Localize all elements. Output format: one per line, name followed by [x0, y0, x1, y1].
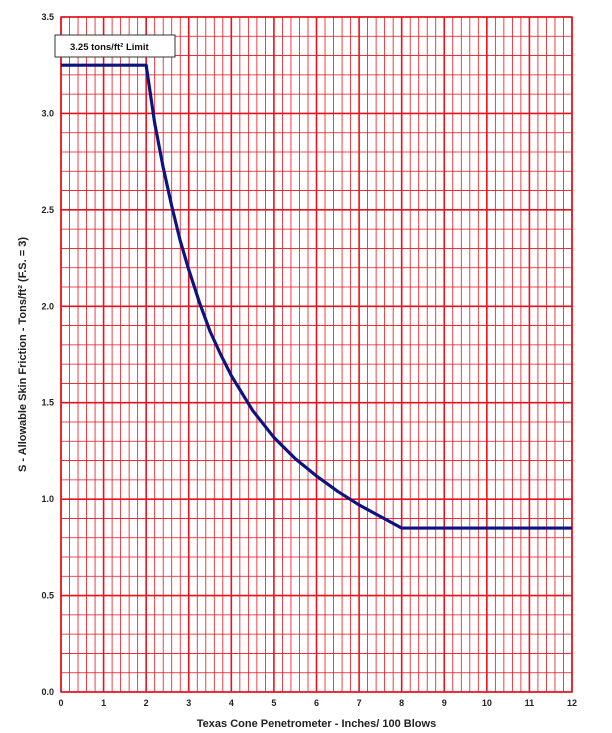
y-tick-label: 2.5	[41, 205, 54, 215]
x-tick-label: 3	[186, 698, 191, 708]
x-tick-label: 1	[101, 698, 106, 708]
y-tick-label: 0.0	[41, 687, 54, 697]
x-tick-label: 11	[525, 698, 535, 708]
x-tick-label: 0	[58, 698, 63, 708]
limit-annotation: 3.25 tons/ft² Limit	[54, 34, 176, 58]
x-axis-ticks: 0 1 2 3 4 5 6 7 8 9 10 11 12	[58, 698, 577, 708]
x-tick-label: 9	[442, 698, 447, 708]
y-axis-title: S - Allowable Skin Friction - Tons/ft² (…	[17, 237, 29, 472]
y-tick-label: 1.0	[41, 494, 54, 504]
annotation-text: 3.25 tons/ft² Limit	[70, 42, 149, 53]
y-tick-label: 3.5	[41, 12, 54, 22]
x-axis-title: Texas Cone Penetrometer - Inches/ 100 Bl…	[197, 718, 436, 730]
y-tick-label: 2.0	[41, 301, 54, 311]
y-tick-label: 3.0	[41, 108, 54, 118]
x-tick-label: 2	[144, 698, 149, 708]
x-tick-label: 4	[229, 698, 234, 708]
x-tick-label: 6	[314, 698, 319, 708]
plot-frame	[60, 16, 573, 693]
x-tick-label: 10	[482, 698, 492, 708]
y-tick-label: 1.5	[41, 398, 54, 408]
series-line	[61, 63, 572, 530]
chart-grid	[60, 16, 573, 693]
x-tick-label: 5	[271, 698, 276, 708]
y-tick-label: 0.5	[41, 591, 54, 601]
annotation-box	[54, 34, 176, 58]
y-axis-ticks: 0.0 0.5 1.0 1.5 2.0 2.5 3.0 3.5	[41, 12, 54, 697]
x-tick-label: 12	[567, 698, 577, 708]
x-tick-label: 8	[399, 698, 404, 708]
x-tick-label: 7	[357, 698, 362, 708]
